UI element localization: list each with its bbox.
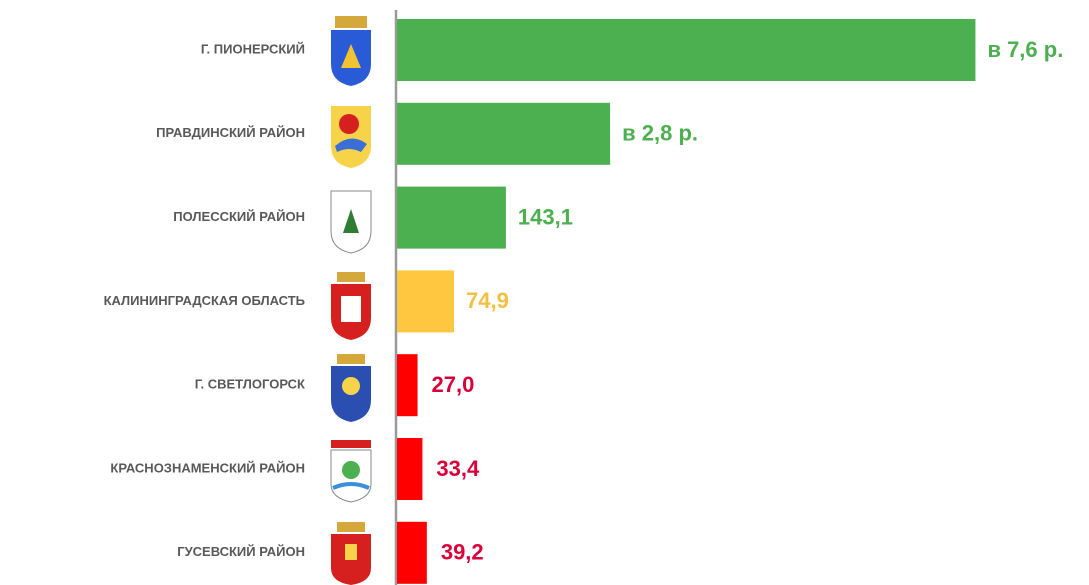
emblem	[331, 354, 371, 422]
category-label: ГУСЕВСКИЙ РАЙОН	[177, 544, 305, 559]
bar	[397, 102, 611, 165]
emblem	[330, 440, 372, 503]
bar	[397, 186, 506, 249]
bar	[397, 354, 418, 417]
category-label: ПРАВДИНСКИЙ РАЙОН	[156, 125, 305, 140]
bar	[397, 19, 976, 81]
category-label: ПОЛЕССКИЙ РАЙОН	[173, 209, 305, 224]
value-label: в 7,6 р.	[987, 37, 1063, 62]
emblems	[330, 16, 372, 585]
category-label: КРАСНОЗНАМЕНСКИЙ РАЙОН	[110, 460, 305, 475]
category-label: КАЛИНИНГРАДСКАЯ ОБЛАСТЬ	[104, 293, 305, 308]
value-label: 39,2	[441, 540, 484, 565]
emblem	[330, 190, 372, 254]
bar	[397, 438, 423, 500]
value-label: 27,0	[432, 372, 475, 397]
bar	[397, 521, 427, 584]
value-label: в 2,8 р.	[622, 121, 698, 146]
category-label: Г. ПИОНЕРСКИЙ	[201, 41, 305, 56]
emblem	[331, 106, 371, 168]
value-label: 143,1	[518, 204, 573, 229]
emblem	[331, 16, 371, 86]
bar	[397, 270, 455, 333]
emblem	[331, 272, 371, 340]
value-label: 33,4	[436, 456, 480, 481]
emblem	[331, 522, 371, 585]
value-label: 74,9	[466, 288, 509, 313]
category-label: Г. СВЕТЛОГОРСК	[195, 377, 305, 392]
